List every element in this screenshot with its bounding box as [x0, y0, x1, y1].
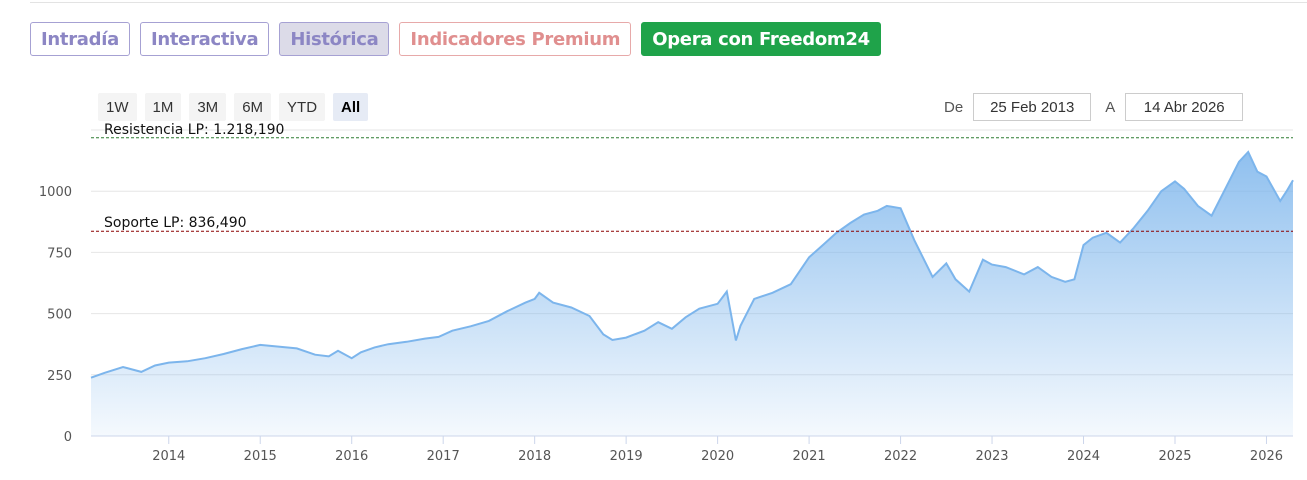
range-selector: 1W 1M 3M 6M YTD All — [98, 93, 369, 121]
resistance-label: Resistencia LP: 1.218,190 — [104, 122, 284, 138]
x-tick-label: 2022 — [884, 449, 917, 464]
x-tick-label: 2015 — [244, 449, 277, 464]
y-tick-label: 1000 — [39, 185, 72, 200]
support-label: Soporte LP: 836,490 — [104, 215, 247, 231]
price-area — [91, 152, 1293, 436]
range-button-ytd[interactable]: YTD — [279, 93, 326, 121]
to-date-label: A — [1105, 98, 1116, 116]
x-tick-label: 2014 — [152, 449, 185, 464]
tab-intraday[interactable]: Intradía — [30, 22, 130, 56]
tab-premium-indicators[interactable]: Indicadores Premium — [399, 22, 632, 56]
x-tick-label: 2021 — [793, 449, 826, 464]
from-date-label: De — [944, 98, 964, 116]
range-button-all[interactable]: All — [333, 93, 369, 121]
x-tick-label: 2024 — [1067, 449, 1100, 464]
x-tick-label: 2020 — [701, 449, 734, 464]
price-line — [90, 150, 1294, 379]
x-tick-label: 2019 — [610, 449, 643, 464]
top-divider — [30, 2, 1307, 3]
x-tick-label: 2016 — [335, 449, 368, 464]
x-tick-label: 2017 — [427, 449, 460, 464]
range-button-3m[interactable]: 3M — [189, 93, 227, 121]
x-tick-label: 2018 — [518, 449, 551, 464]
to-date-input[interactable]: 14 Abr 2026 — [1125, 93, 1244, 121]
range-button-1w[interactable]: 1W — [98, 93, 137, 121]
y-tick-label: 250 — [47, 369, 72, 384]
from-date-input[interactable]: 25 Feb 2013 — [973, 93, 1092, 121]
trade-with-freedom24-button[interactable]: Opera con Freedom24 — [641, 22, 881, 56]
y-tick-label: 0 — [64, 430, 72, 445]
range-button-6m[interactable]: 6M — [234, 93, 272, 121]
y-tick-label: 750 — [47, 246, 72, 261]
x-tick-label: 2023 — [975, 449, 1008, 464]
date-range: De 25 Feb 2013 A 14 Abr 2026 — [944, 93, 1244, 121]
tab-historic[interactable]: Histórica — [279, 22, 390, 56]
x-tick-label: 2026 — [1250, 449, 1283, 464]
tab-interactive[interactable]: Interactiva — [139, 22, 270, 56]
y-tick-label: 500 — [47, 308, 72, 323]
chart-type-tabs: Intradía Interactiva Histórica Indicador… — [30, 22, 881, 56]
range-button-1m[interactable]: 1M — [144, 93, 182, 121]
x-tick-label: 2025 — [1158, 449, 1191, 464]
